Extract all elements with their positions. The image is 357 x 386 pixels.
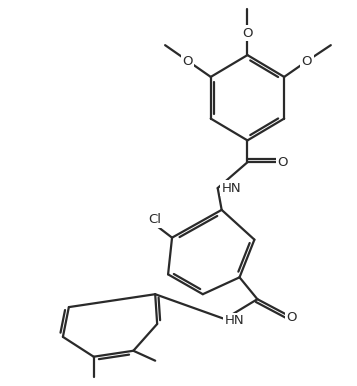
- Text: HN: HN: [225, 315, 245, 327]
- Text: O: O: [242, 27, 253, 40]
- Text: Cl: Cl: [149, 213, 162, 226]
- Text: O: O: [302, 54, 312, 68]
- Text: O: O: [277, 156, 287, 169]
- Text: HN: HN: [222, 181, 241, 195]
- Text: O: O: [286, 310, 296, 323]
- Text: O: O: [183, 54, 193, 68]
